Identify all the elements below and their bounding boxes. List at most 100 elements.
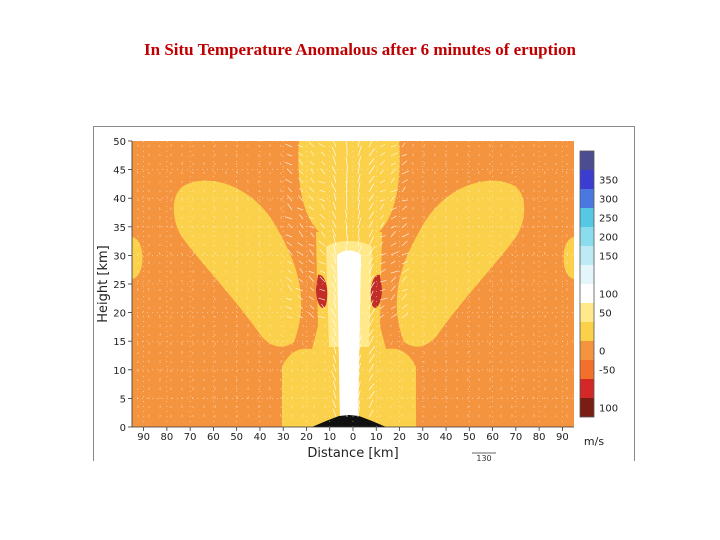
wind-vector — [379, 214, 384, 220]
wind-vector — [331, 371, 337, 382]
wind-vector — [368, 400, 374, 409]
wind-vector — [357, 300, 361, 310]
wind-vector — [379, 235, 386, 238]
wind-vector — [332, 155, 337, 166]
wind-vector — [345, 363, 348, 373]
wind-vector — [333, 346, 337, 355]
wind-vector — [401, 142, 406, 148]
wind-vector — [345, 407, 348, 418]
y-tick-label: 35 — [113, 223, 126, 234]
wind-vector — [345, 219, 348, 229]
wind-vector — [285, 306, 293, 310]
colorbar-segment — [580, 341, 594, 360]
wind-vector — [379, 179, 386, 184]
colorbar-tick-label: 250 — [599, 214, 618, 225]
wind-vector — [319, 198, 326, 202]
wind-vector — [318, 180, 326, 184]
colorbar-segment — [580, 151, 594, 170]
wind-vectors — [137, 137, 568, 418]
wind-vector — [357, 362, 361, 373]
wind-vector — [310, 177, 315, 184]
wind-vector — [317, 315, 326, 319]
wind-vector — [379, 160, 385, 166]
wind-vector — [379, 268, 386, 274]
wind-vector — [331, 211, 337, 220]
wind-vector — [368, 158, 375, 166]
wind-vector — [331, 337, 337, 346]
wind-vector — [368, 299, 374, 310]
colorbar-tick-label: 350 — [599, 176, 618, 187]
wind-vector — [390, 270, 399, 274]
wind-vector — [345, 309, 348, 319]
wind-vector — [308, 195, 315, 202]
wind-vector — [299, 268, 304, 274]
anomaly-field — [132, 141, 574, 427]
colorbar-tick-label: 50 — [599, 309, 612, 320]
colorbar-segment — [580, 303, 594, 322]
wind-vector — [321, 303, 326, 310]
wind-vector — [308, 217, 315, 220]
warm-lobe-edge-left — [132, 237, 143, 279]
wind-vector — [390, 260, 396, 265]
wind-vector — [357, 381, 361, 391]
wind-vector — [333, 235, 337, 247]
wind-vector — [390, 313, 397, 319]
wind-vector — [333, 291, 337, 301]
colorbar-segment — [580, 284, 594, 303]
wind-vector — [287, 284, 293, 292]
y-tick-labels: 0 5 10 15 20 25 30 35 40 45 50 — [113, 137, 132, 434]
x-tick-label: 60 — [207, 432, 220, 443]
wind-vector — [297, 242, 304, 247]
wind-vector — [379, 253, 387, 256]
wind-vector — [401, 313, 409, 319]
wind-vector — [308, 205, 315, 211]
wind-vector — [321, 203, 326, 211]
x-tick-label: 30 — [416, 432, 429, 443]
colorbar-tick-label: 0 — [599, 347, 605, 358]
wind-vector — [332, 354, 337, 364]
wind-vector — [297, 144, 304, 148]
y-axis-label: Height [km] — [96, 245, 111, 322]
wind-vector — [309, 186, 315, 193]
wind-vector — [287, 168, 293, 175]
wind-vector — [357, 192, 360, 202]
x-axis-label: Distance [km] — [307, 446, 398, 461]
y-tick-label: 10 — [113, 366, 126, 377]
wind-vector — [357, 282, 361, 292]
wind-vector — [401, 293, 407, 301]
wind-vector — [331, 264, 337, 274]
wind-vector — [330, 182, 337, 193]
wind-vector — [390, 242, 397, 247]
wind-vector — [345, 209, 348, 220]
y-tick-label: 40 — [113, 194, 126, 205]
colorbar: 100 -50 0 50 100 150 200 250 300 350 — [579, 150, 618, 418]
wind-vector — [346, 254, 348, 265]
x-tick-label: 40 — [440, 432, 453, 443]
wind-vector — [357, 209, 361, 220]
wind-vector — [379, 151, 386, 157]
wind-vector — [368, 318, 374, 328]
colorbar-tick-label: 200 — [599, 233, 618, 244]
vector-scale-label: 130 — [476, 454, 491, 461]
wind-vector — [332, 399, 337, 409]
wind-vector — [401, 160, 408, 166]
wind-vector — [318, 297, 326, 301]
wind-vector — [390, 162, 397, 166]
x-tick-label: 90 — [556, 432, 569, 443]
wind-vector — [357, 174, 361, 184]
wind-vector — [390, 306, 396, 310]
wind-vector — [390, 144, 397, 148]
wind-vector — [310, 150, 315, 157]
x-tick-label: 10 — [323, 432, 336, 443]
wind-vector — [308, 141, 315, 148]
colorbar-tick-label: -50 — [599, 366, 615, 377]
wind-vector — [298, 278, 304, 283]
wind-vector — [310, 287, 315, 292]
wind-vector — [379, 199, 386, 202]
wind-vector — [368, 390, 375, 400]
wind-vector — [332, 220, 337, 229]
wind-vector — [390, 177, 395, 184]
wind-vector — [308, 296, 315, 301]
colorbar-segment — [580, 170, 594, 189]
wind-vector — [357, 263, 362, 274]
